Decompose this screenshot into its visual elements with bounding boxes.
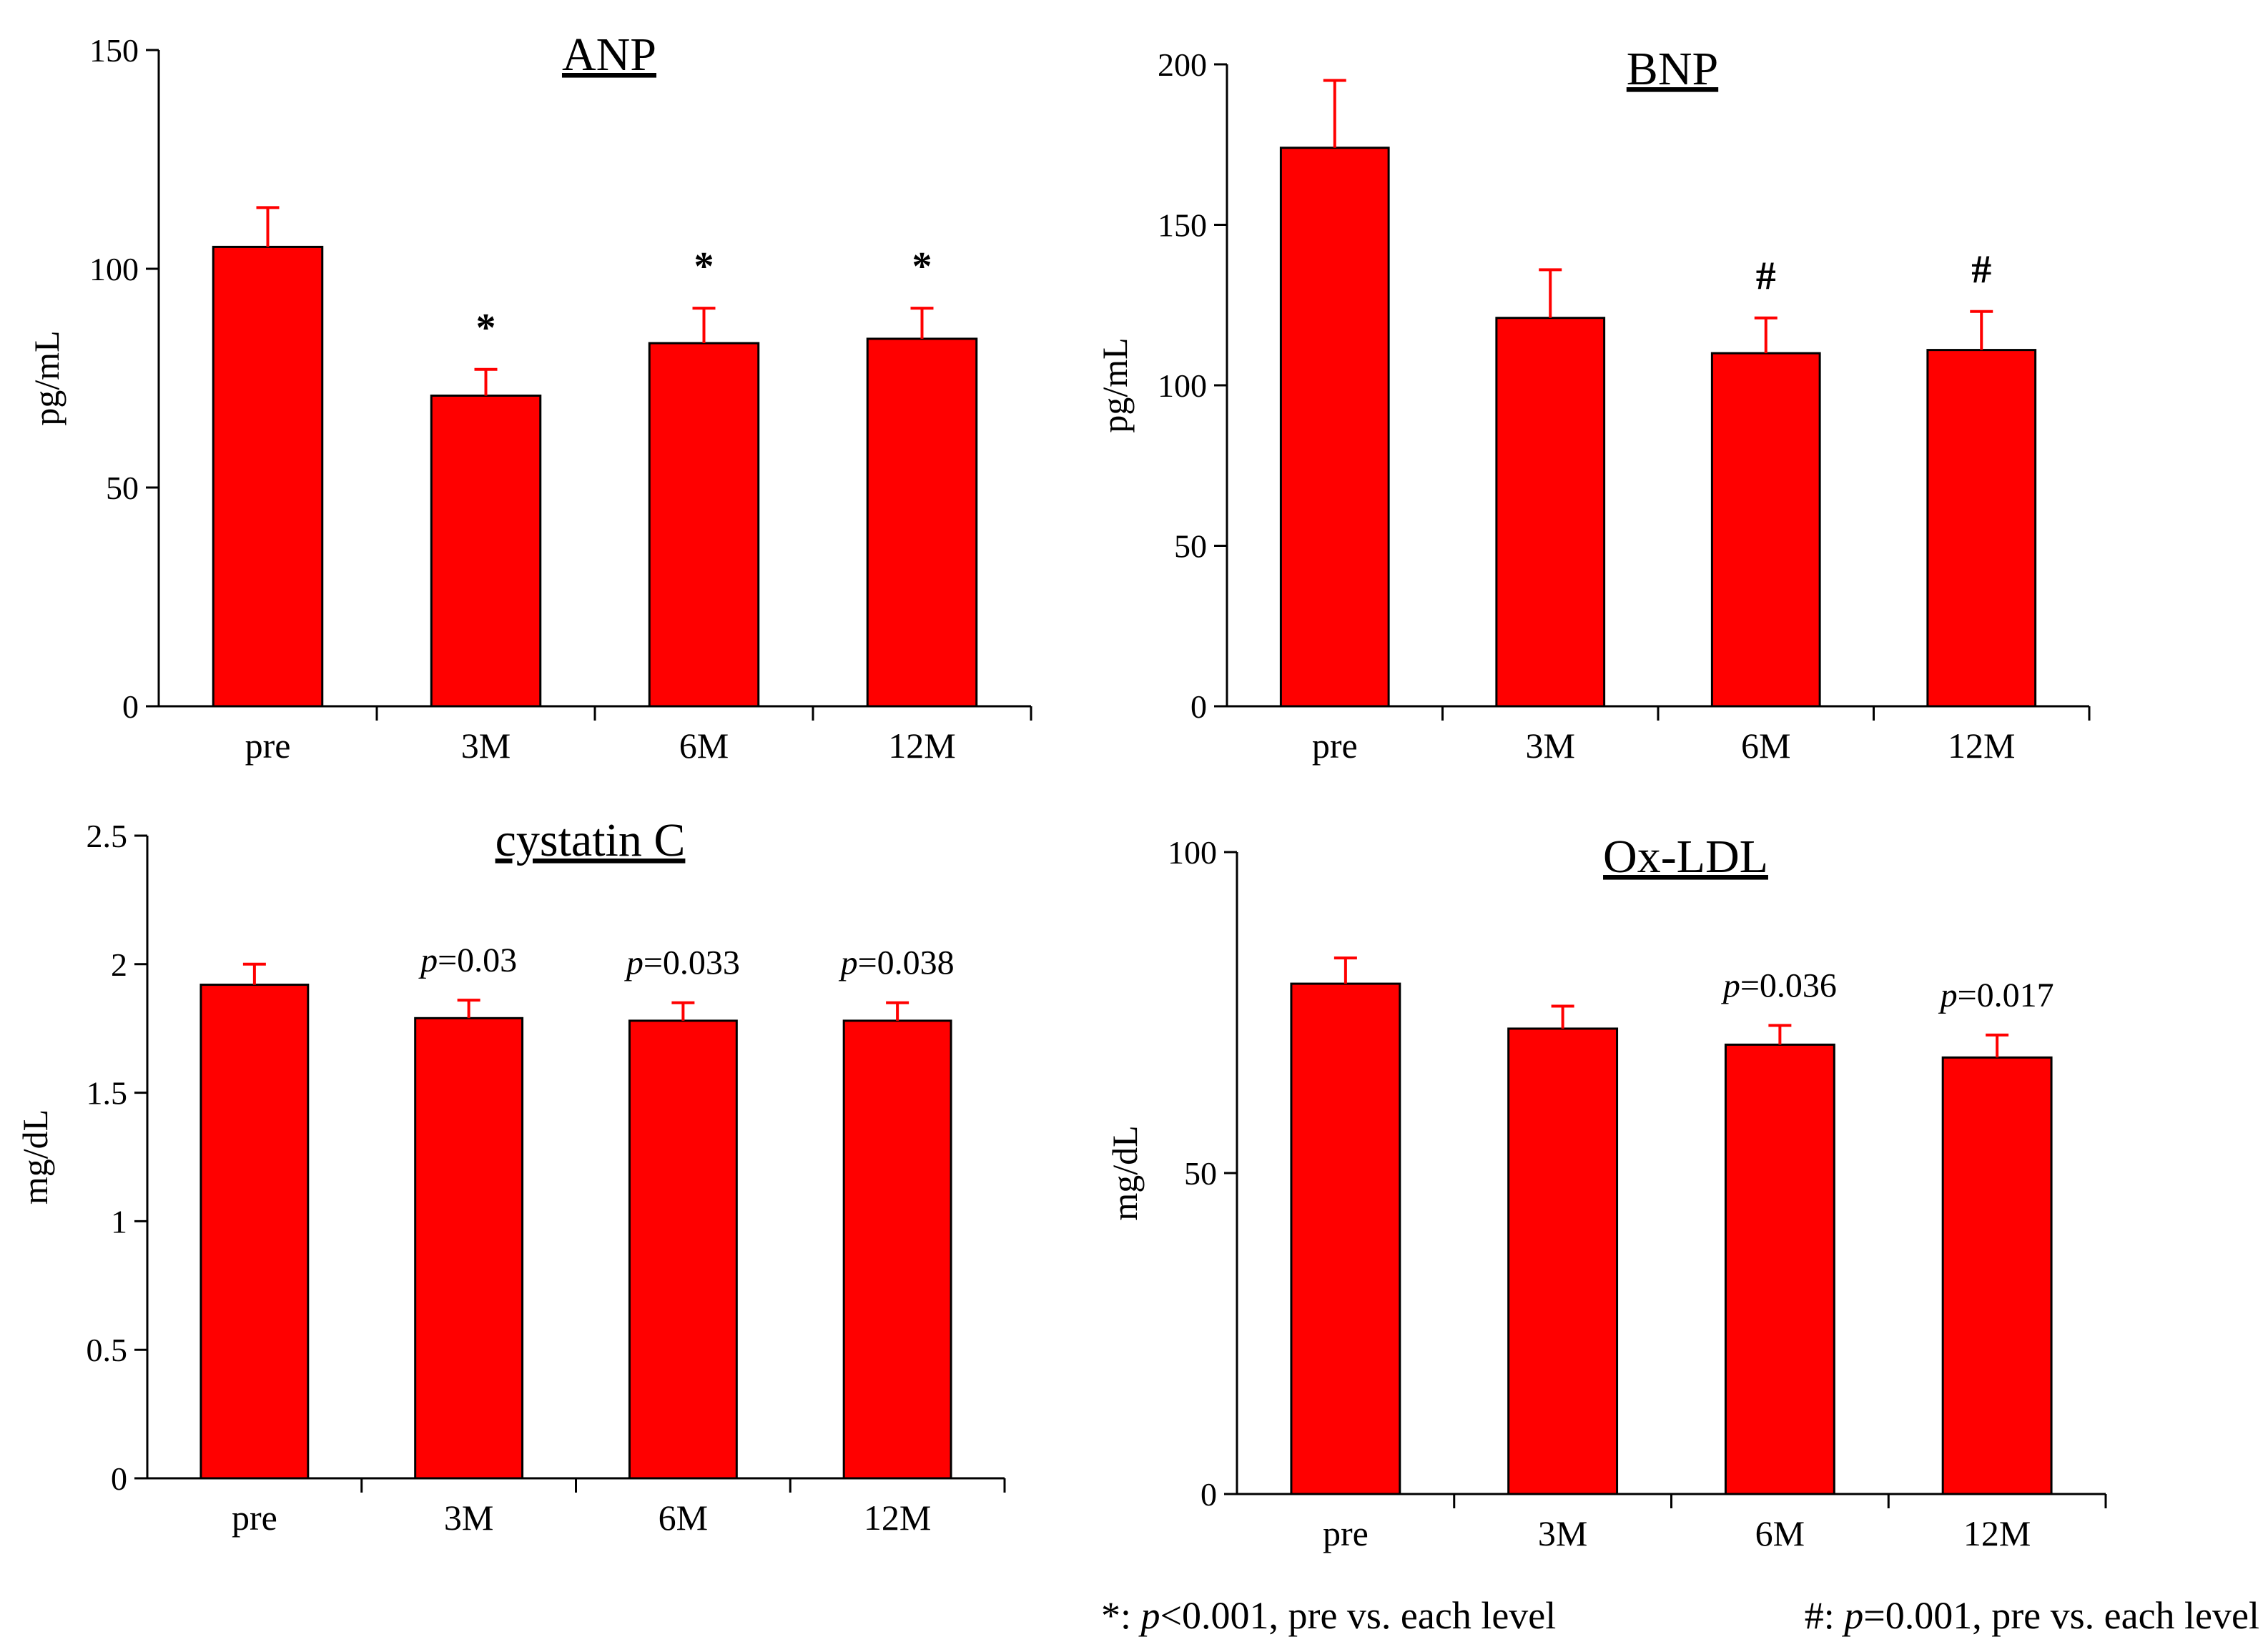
anp-bar-12m — [866, 337, 978, 708]
bnp-x-label-12m: 12M — [1948, 726, 2015, 766]
anp-bar-3m — [430, 394, 542, 708]
cystatin-c-x-label-pre: pre — [232, 1498, 277, 1538]
cystatin-c-y-tick-label: 2 — [111, 946, 127, 983]
anp-y-tick-label: 150 — [89, 32, 139, 69]
bnp-y-axis-label: pg/mL — [1095, 337, 1135, 432]
bnp-y-tick-label: 0 — [1190, 688, 1207, 725]
bnp-bar-pre — [1279, 147, 1390, 708]
ox-ldl-pvalue-6m: p=0.036 — [1721, 966, 1837, 1004]
cystatin-c-bar-3m — [414, 1017, 524, 1480]
footnote-hash: #: p=0.001, pre vs. each level — [1804, 1594, 2259, 1637]
anp-x-label-pre: pre — [245, 726, 291, 766]
anp-x-label-6m: 6M — [679, 726, 729, 766]
bnp-x-label-6m: 6M — [1741, 726, 1790, 766]
ox-ldl-y-tick-label: 100 — [1168, 834, 1217, 871]
cystatin-c-y-tick-label: 1 — [111, 1203, 127, 1240]
footnote: *: p<0.001, pre vs. each level #: p=0.00… — [1101, 1580, 2259, 1651]
ox-ldl-x-label-3m: 3M — [1538, 1513, 1587, 1553]
anp-y-axis-label: pg/mL — [26, 330, 66, 425]
ox-ldl-bar-6m — [1724, 1043, 1835, 1495]
ox-ldl-y-tick-label: 0 — [1200, 1476, 1217, 1513]
cystatin-c-y-tick-label: 2.5 — [87, 818, 128, 854]
cystatin-c-y-axis-label: mg/dL — [15, 1109, 55, 1205]
ox-ldl-y-tick-label: 50 — [1184, 1155, 1217, 1192]
anp-bar-pre — [212, 245, 324, 708]
ox-ldl-x-label-12m: 12M — [1963, 1513, 2031, 1553]
bnp-x-label-3m: 3M — [1526, 726, 1575, 766]
cystatin-c-pvalue-6m: p=0.033 — [624, 944, 740, 982]
bnp-significance-6m: # — [1756, 254, 1776, 299]
cystatin-c-y-tick-label: 0.5 — [87, 1332, 128, 1368]
ox-ldl-bar-12m — [1941, 1056, 2053, 1495]
bnp-y-tick-label: 100 — [1158, 367, 1207, 404]
cystatin-c-bar-6m — [628, 1019, 738, 1480]
cystatin-c-bar-12m — [842, 1019, 952, 1480]
anp-significance-3m: * — [476, 306, 496, 350]
anp-y-tick-label: 0 — [122, 688, 139, 725]
anp-y-tick-label: 100 — [89, 251, 139, 287]
bnp-x-label-pre: pre — [1312, 726, 1358, 766]
ox-ldl-pvalue-12m: p=0.017 — [1938, 976, 2054, 1014]
cystatin-c-x-label-12m: 12M — [864, 1498, 931, 1538]
ox-ldl-title: Ox-LDL — [1603, 831, 1768, 883]
anp-significance-6m: * — [694, 244, 714, 289]
anp-significance-12m: * — [912, 244, 932, 289]
bnp-title: BNP — [1627, 43, 1718, 95]
ox-ldl-bar-pre — [1290, 982, 1401, 1495]
bnp-y-tick-label: 150 — [1158, 207, 1207, 244]
bnp-bar-12m — [1926, 349, 2037, 708]
anp-y-tick-label: 50 — [106, 470, 139, 506]
bnp-bar-6m — [1710, 352, 1821, 708]
cystatin-c-pvalue-12m: p=0.038 — [839, 944, 955, 982]
anp-title: ANP — [562, 29, 656, 81]
bnp-y-tick-label: 50 — [1174, 528, 1207, 565]
cystatin-c-pvalue-3m: p=0.03 — [418, 941, 517, 979]
ox-ldl-y-axis-label: mg/dL — [1105, 1125, 1145, 1220]
anp-x-label-12m: 12M — [888, 726, 955, 766]
cystatin-c-y-tick-label: 1.5 — [87, 1075, 128, 1112]
bnp-y-tick-label: 200 — [1158, 46, 1207, 83]
ox-ldl-bar-3m — [1507, 1027, 1619, 1495]
anp-bar-6m — [648, 342, 760, 708]
ox-ldl-x-label-6m: 6M — [1755, 1513, 1805, 1553]
anp-x-label-3m: 3M — [461, 726, 511, 766]
cystatin-c-y-tick-label: 0 — [111, 1460, 127, 1497]
bnp-bar-3m — [1495, 317, 1606, 708]
footnote-star: *: p<0.001, pre vs. each level — [1101, 1594, 1557, 1637]
ox-ldl-x-label-pre: pre — [1323, 1513, 1369, 1553]
cystatin-c-x-label-6m: 6M — [659, 1498, 708, 1538]
cystatin-c-bar-pre — [199, 984, 310, 1480]
cystatin-c-x-label-3m: 3M — [444, 1498, 493, 1538]
bnp-significance-12m: # — [1971, 248, 1991, 292]
cystatin-c-title: cystatin C — [496, 814, 686, 866]
